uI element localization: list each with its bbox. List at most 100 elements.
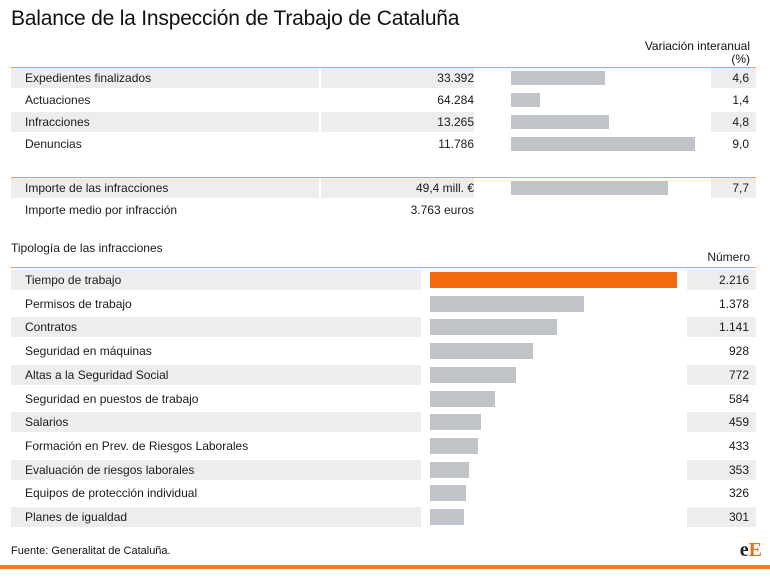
amount-value: 3.763 euros xyxy=(410,203,474,217)
data-bar xyxy=(430,366,517,383)
data-bar xyxy=(430,272,677,288)
summary-value: 64.284 xyxy=(437,93,474,107)
data-bar xyxy=(430,390,496,407)
data-label: 2.216 xyxy=(718,273,749,287)
chart-title: Balance de la Inspección de Trabajo de C… xyxy=(11,7,460,30)
row-shade xyxy=(711,68,756,88)
data-label: 433 xyxy=(728,438,749,453)
amount-label: Importe medio por infracción xyxy=(25,203,178,217)
data-bar xyxy=(430,295,584,312)
typology-row: Salarios 459 xyxy=(11,412,756,433)
category-label: Salarios xyxy=(25,415,69,430)
data-bar xyxy=(430,343,534,360)
brand-logo: eE xyxy=(739,539,762,561)
row-shade xyxy=(11,112,319,132)
data-label: 301 xyxy=(728,510,749,524)
number-header: Número xyxy=(707,250,750,264)
summary-label: Actuaciones xyxy=(25,93,91,107)
summary-value: 13.265 xyxy=(437,115,474,129)
typology-row: Formación en Prev. de Riesgos Laborales 4… xyxy=(11,436,756,456)
variation-value: 4,8 xyxy=(732,115,749,129)
amount-value: 49,4 mill. € xyxy=(415,181,474,195)
row-shade xyxy=(687,270,756,290)
divider xyxy=(11,267,756,268)
typology-row: Permisos de trabajo 1.378 xyxy=(11,294,756,314)
summary-label: Expedientes finalizados xyxy=(25,71,152,85)
category-label: Seguridad en puestos de trabajo xyxy=(25,391,199,406)
bottom-accent-bar xyxy=(0,565,770,569)
row-shade xyxy=(321,68,474,88)
summary-row: Denuncias 11.786 9,0 xyxy=(11,134,756,154)
data-bar xyxy=(430,319,558,336)
row-shade xyxy=(11,507,421,527)
typology-row: Seguridad en puestos de trabajo 584 xyxy=(11,389,756,409)
variation-bar xyxy=(511,115,609,129)
data-label: 584 xyxy=(728,391,749,406)
variation-header: Variación interanual (%) xyxy=(644,39,750,66)
variation-bar xyxy=(511,181,669,195)
data-bar xyxy=(430,437,479,454)
row-shade xyxy=(687,507,756,527)
category-label: Formación en Prev. de Riesgos Laborales xyxy=(25,438,249,453)
divider xyxy=(11,67,756,68)
category-label: Evaluación de riesgos laborales xyxy=(25,462,195,477)
category-label: Planes de igualdad xyxy=(25,510,128,524)
typology-row: Equipos de protección individual 326 xyxy=(11,483,756,503)
summary-row: Expedientes finalizados 33.392 4,6 xyxy=(11,68,756,88)
summary-row: Infracciones 13.265 4,8 xyxy=(11,112,756,132)
variation-value: 9,0 xyxy=(732,137,749,151)
row-shade xyxy=(687,364,756,385)
typology-row: Evaluación de riesgos laborales 353 xyxy=(11,459,756,480)
divider xyxy=(11,177,756,178)
summary-value: 11.786 xyxy=(438,137,474,151)
section-title: Tipología de las infracciones xyxy=(11,241,163,255)
row-shade xyxy=(687,317,756,338)
data-label: 772 xyxy=(728,367,749,382)
row-shade xyxy=(11,317,421,338)
variation-bar xyxy=(511,93,540,107)
row-shade xyxy=(687,459,756,480)
summary-value: 33.392 xyxy=(437,71,474,85)
row-shade xyxy=(11,270,421,290)
summary-label: Infracciones xyxy=(25,115,90,129)
amount-label: Importe de las infracciones xyxy=(25,181,169,195)
summary-row: Actuaciones 64.284 1,4 xyxy=(11,90,756,110)
typology-row: Seguridad en máquinas 928 xyxy=(11,341,756,361)
row-shade xyxy=(11,364,421,385)
data-label: 928 xyxy=(728,344,749,359)
category-label: Altas a la Seguridad Social xyxy=(25,367,169,382)
amount-row: Importe de las infracciones 49,4 mill. € 7… xyxy=(11,178,756,198)
variation-bar xyxy=(511,71,605,85)
summary-label: Denuncias xyxy=(25,137,82,151)
row-shade xyxy=(687,412,756,433)
category-label: Equipos de protección individual xyxy=(25,486,198,501)
variation-value: 7,7 xyxy=(732,181,749,195)
source-note: Fuente: Generalitat de Cataluña. xyxy=(11,545,171,557)
row-shade xyxy=(711,112,756,132)
variation-value: 4,6 xyxy=(732,71,749,85)
data-label: 353 xyxy=(728,462,749,477)
row-shade xyxy=(321,178,474,198)
data-label: 1.141 xyxy=(718,320,749,335)
row-shade xyxy=(321,112,474,132)
row-shade xyxy=(711,178,756,198)
data-bar xyxy=(430,414,482,431)
row-shade xyxy=(11,459,421,480)
data-label: 1.378 xyxy=(718,296,749,311)
category-label: Permisos de trabajo xyxy=(25,296,132,311)
category-label: Seguridad en máquinas xyxy=(25,344,152,359)
amount-row: Importe medio por infracción 3.763 euros xyxy=(11,200,756,220)
typology-row: Planes de igualdad 301 xyxy=(11,507,756,527)
data-bar xyxy=(430,509,464,525)
variation-bar xyxy=(511,137,695,151)
data-label: 459 xyxy=(728,415,749,430)
variation-value: 1,4 xyxy=(732,93,749,107)
row-shade xyxy=(11,412,421,433)
row-shade xyxy=(11,178,319,198)
data-bar xyxy=(430,485,467,502)
category-label: Tiempo de trabajo xyxy=(25,273,122,287)
data-bar xyxy=(430,461,470,478)
data-label: 326 xyxy=(728,486,749,501)
typology-row: Contratos 1.141 xyxy=(11,317,756,338)
typology-row: Altas a la Seguridad Social 772 xyxy=(11,364,756,385)
